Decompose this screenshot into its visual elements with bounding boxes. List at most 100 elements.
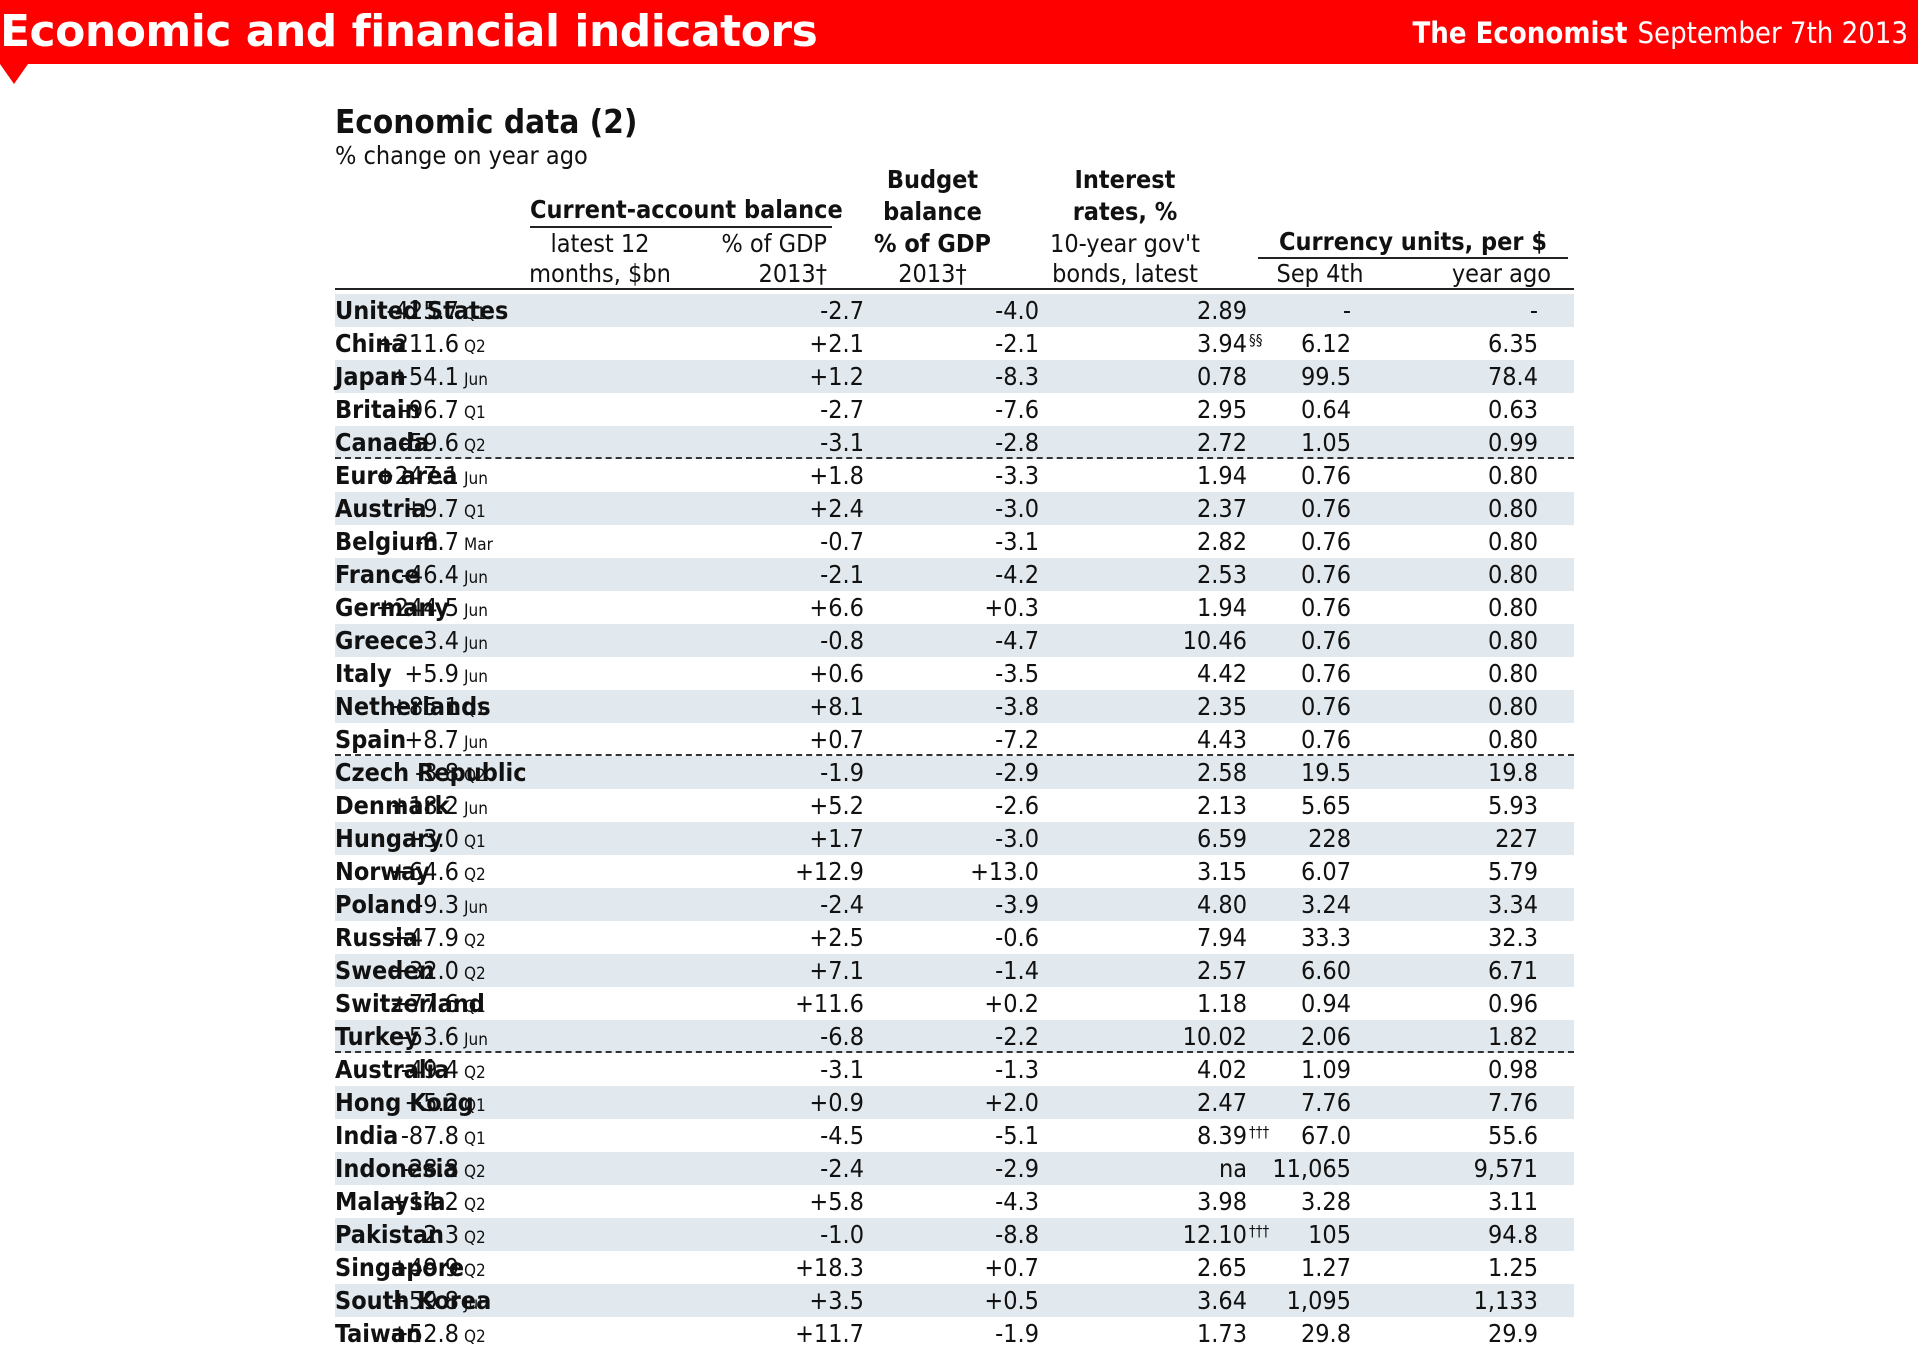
current-account-bn: +54.1	[390, 362, 459, 391]
current-account-gdp: +0.6	[809, 659, 864, 688]
budget-balance: -3.0	[995, 824, 1039, 853]
page-title: Economic data (2)	[335, 102, 638, 141]
interest-rate-value: 4.42	[1196, 659, 1247, 688]
header-currency: Currency units, per $	[1279, 227, 1547, 256]
table-row: Greece -3.4 Jun -0.8 -4.7 10.46 0.76 0.80	[335, 624, 1574, 657]
current-account-period: Jun	[464, 667, 488, 687]
interest-rate: 2.13	[1197, 789, 1247, 822]
table-row: France -46.4 Jun -2.1 -4.2 2.53 0.76 0.80	[335, 558, 1574, 591]
current-account-gdp: +2.4	[809, 494, 864, 523]
current-account-gdp: -2.7	[820, 296, 864, 325]
header-interest-4: bonds, latest	[1052, 259, 1198, 288]
budget-balance: -1.9	[995, 1319, 1039, 1348]
currency-year-ago: 29.9	[1487, 1319, 1538, 1348]
current-account-value: -9.3 Jun	[415, 888, 524, 921]
currency-now: 33.3	[1300, 923, 1351, 952]
interest-rate: 12.10 †††	[1182, 1218, 1270, 1251]
country-name: Netherlands	[335, 692, 491, 721]
currency-now: -	[1342, 296, 1351, 325]
currency-now: 0.76	[1300, 725, 1351, 754]
current-account-gdp: -2.4	[820, 1154, 864, 1183]
current-account-gdp: -2.1	[820, 560, 864, 589]
current-account-value: +59.8 Jul	[390, 1284, 524, 1317]
interest-rate: na	[1219, 1152, 1247, 1185]
banner-tab-marker	[0, 64, 28, 84]
table-row: Poland -9.3 Jun -2.4 -3.9 4.80 3.24 3.34	[335, 888, 1574, 921]
interest-footnote: †††	[1249, 1123, 1270, 1141]
interest-rate: 2.89	[1197, 294, 1247, 327]
budget-balance: -3.9	[995, 890, 1039, 919]
current-account-bn: -425.7	[386, 296, 460, 325]
currency-year-ago: 0.63	[1487, 395, 1538, 424]
interest-rate-value: 1.94	[1196, 593, 1247, 622]
table-row: Japan +54.1 Jun +1.2 -8.3 0.78 99.5 78.4	[335, 360, 1574, 393]
current-account-value: +247.1 Jun	[376, 459, 524, 492]
current-account-gdp: +11.7	[795, 1319, 864, 1348]
currency-now: 99.5	[1300, 362, 1351, 391]
current-account-value: +244.5 Jun	[376, 591, 524, 624]
interest-rate: 4.02	[1197, 1053, 1247, 1086]
budget-balance: -2.8	[995, 428, 1039, 457]
interest-footnote: §§	[1249, 331, 1263, 349]
budget-balance: -8.3	[995, 362, 1039, 391]
table-row: Turkey -53.6 Jun -6.8 -2.2 10.02 2.06 1.82	[335, 1020, 1574, 1053]
current-account-bn: +18.2	[390, 791, 459, 820]
interest-rate: 4.80	[1197, 888, 1247, 921]
interest-rate: 1.94	[1197, 591, 1247, 624]
current-account-period: Q1	[464, 1129, 486, 1149]
current-account-value: +47.9 Q2	[390, 921, 524, 954]
current-account-bn: +244.5	[375, 593, 459, 622]
currency-year-ago: 1.82	[1487, 1022, 1538, 1051]
current-account-period: Q1	[464, 304, 486, 324]
current-account-gdp: +8.1	[809, 692, 864, 721]
currency-now: 1.09	[1300, 1055, 1351, 1084]
section-title: Economic and financial indicators	[0, 6, 818, 57]
interest-rate: 2.47	[1197, 1086, 1247, 1119]
current-account-period: Jun	[464, 898, 488, 918]
currency-year-ago: 94.8	[1487, 1220, 1538, 1249]
interest-rate-value: 3.98	[1196, 1187, 1247, 1216]
interest-rate-value: 2.47	[1196, 1088, 1247, 1117]
interest-rate-value: 12.10	[1182, 1220, 1247, 1249]
current-account-bn: -9.3	[415, 890, 459, 919]
current-account-bn: +5.2	[404, 1088, 459, 1117]
current-account-value: +49.9 Q2	[390, 1251, 524, 1284]
table-row: United States -425.7 Q1 -2.7 -4.0 2.89 - -	[335, 294, 1574, 327]
currency-now: 0.94	[1300, 989, 1351, 1018]
table-row: Pakistan -2.3 Q2 -1.0 -8.8 12.10 ††† 105 94.8	[335, 1218, 1574, 1251]
current-account-bn: +47.9	[390, 923, 459, 952]
current-account-bn: -3.4	[415, 626, 459, 655]
currency-now: 6.07	[1300, 857, 1351, 886]
current-account-value: +5.9 Jun	[404, 657, 524, 690]
current-account-gdp: -4.5	[820, 1121, 864, 1150]
current-account-gdp: -3.1	[820, 428, 864, 457]
current-account-period: Q2	[464, 1228, 486, 1248]
country-name: Greece	[335, 626, 424, 655]
current-account-gdp: +0.7	[809, 725, 864, 754]
current-account-gdp: +0.9	[809, 1088, 864, 1117]
country-name: United States	[335, 296, 509, 325]
budget-balance: -7.6	[995, 395, 1039, 424]
table-row: Russia +47.9 Q2 +2.5 -0.6 7.94 33.3 32.3	[335, 921, 1574, 954]
header-interest-3: 10-year gov't	[1050, 229, 1200, 258]
current-account-value: -59.6 Q2	[401, 426, 524, 459]
header-interest-1: Interest	[1074, 165, 1176, 194]
country-name: Italy	[335, 659, 392, 688]
budget-balance: -3.1	[995, 527, 1039, 556]
interest-rate-value: 2.53	[1196, 560, 1247, 589]
current-account-period: Q1	[464, 502, 486, 522]
table-row: Taiwan +52.8 Q2 +11.7 -1.9 1.73 29.8 29.9	[335, 1317, 1574, 1350]
budget-balance: -2.6	[995, 791, 1039, 820]
table-row: Netherlands +85.1 Q1 +8.1 -3.8 2.35 0.76 0.80	[335, 690, 1574, 723]
current-account-value: -46.4 Jun	[401, 558, 524, 591]
interest-rate-value: 3.64	[1196, 1286, 1247, 1315]
interest-rate: 3.64	[1197, 1284, 1247, 1317]
current-account-bn: -87.8	[400, 1121, 459, 1150]
current-account-period: Q2	[464, 436, 486, 456]
current-account-period: Jun	[464, 634, 488, 654]
current-account-bn: -96.7	[400, 395, 459, 424]
currency-year-ago: 0.80	[1487, 725, 1538, 754]
interest-rate-value: 2.58	[1196, 758, 1247, 787]
current-account-period: Q1	[464, 403, 486, 423]
table-row: Italy +5.9 Jun +0.6 -3.5 4.42 0.76 0.80	[335, 657, 1574, 690]
